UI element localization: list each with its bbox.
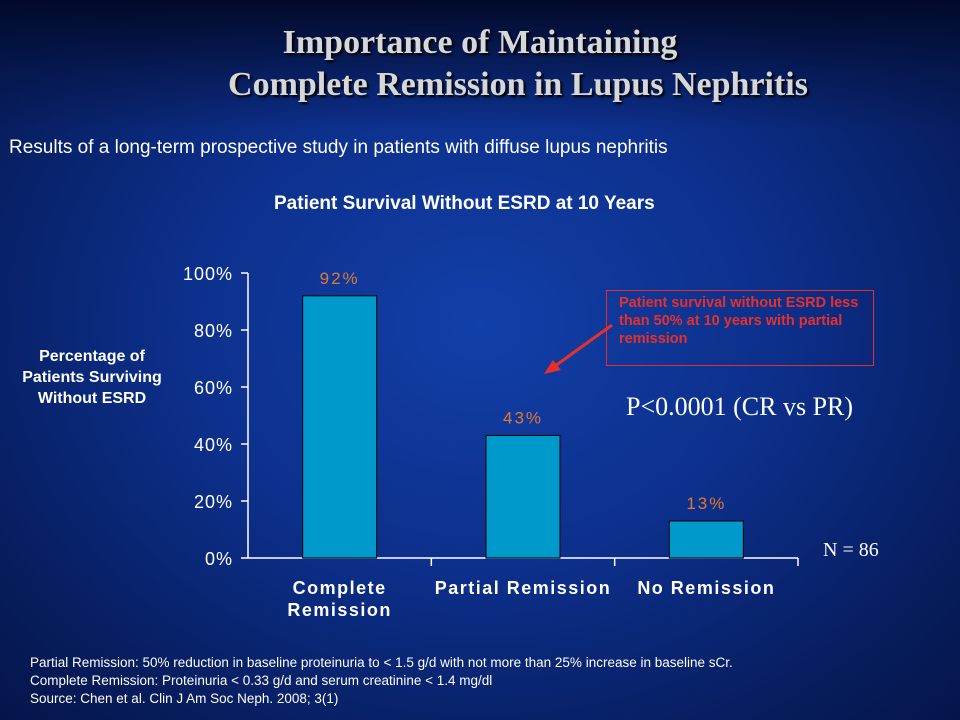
title-band	[0, 0, 960, 130]
y-axis-label: Percentage of Patients Surviving Without…	[22, 348, 162, 407]
y-tick-label: 0%	[205, 549, 233, 569]
x-tick-label-1: Partial Remission	[435, 578, 612, 598]
footnote-complete-remission: Complete Remission: Proteinuria < 0.33 g…	[30, 673, 493, 688]
bar-1	[485, 434, 561, 559]
chart-title: Patient Survival Without ESRD at 10 Year…	[274, 193, 655, 214]
x-tick-label-2: No Remission	[637, 578, 775, 598]
y-tick-label: 20%	[194, 492, 233, 512]
callout-arrow-line	[554, 323, 613, 368]
data-label-1: 43%	[503, 408, 543, 427]
y-tick-label: 40%	[194, 435, 233, 455]
y-tick-label: 60%	[194, 378, 233, 398]
callout-box: Patient survival without ESRD less than …	[606, 290, 874, 366]
slide-title-line1: Importance of Maintaining	[282, 24, 678, 61]
footnotes: Partial Remission: 50% reduction in base…	[30, 654, 733, 708]
bar-2	[668, 520, 744, 559]
slide-subtitle: Results of a long-term prospective study…	[9, 137, 668, 158]
x-tick-label-0: Complete	[293, 578, 387, 598]
p-value-text: P<0.0001 (CR vs PR)	[626, 392, 854, 421]
slide-title: Importance of Maintaining Complete Remis…	[0, 22, 960, 106]
sample-size-text: N = 86	[823, 539, 879, 561]
callout-arrow-head	[544, 360, 561, 374]
data-label-0: 92%	[320, 269, 360, 288]
bar-0	[302, 295, 378, 559]
footnote-source: Source: Chen et al. Clin J Am Soc Neph. …	[30, 691, 339, 706]
y-tick-label: 100%	[183, 264, 233, 284]
y-tick-label: 80%	[194, 321, 233, 341]
footnote-partial-remission: Partial Remission: 50% reduction in base…	[30, 655, 733, 670]
data-label-2: 13%	[686, 494, 726, 513]
slide-title-line2: Complete Remission in Lupus Nephritis	[228, 66, 808, 103]
x-tick-label-0: Remission	[287, 600, 392, 620]
